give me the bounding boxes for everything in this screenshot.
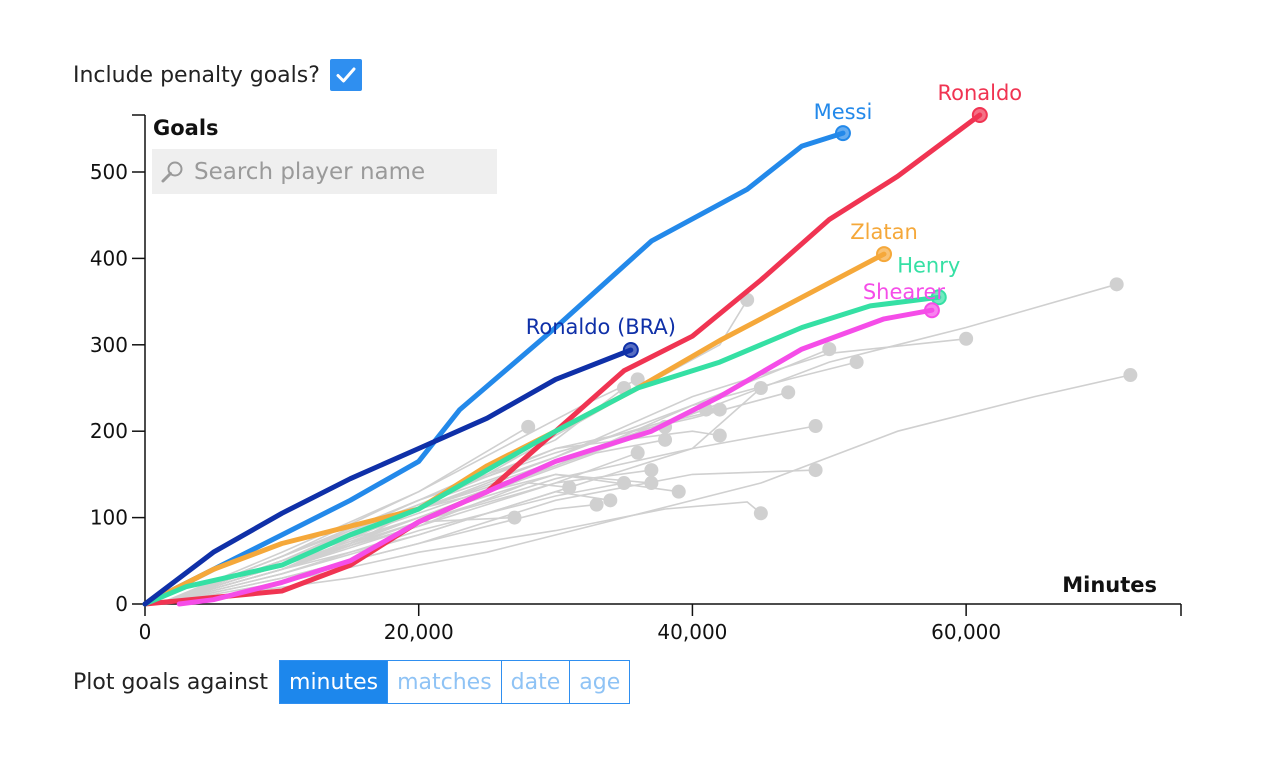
x-tick-label: 40,000 (657, 620, 727, 644)
plot-option-minutes[interactable]: minutes (280, 661, 389, 703)
x-tick-label: 0 (139, 620, 152, 644)
search-input[interactable] (192, 157, 486, 186)
background-series-endpoint (658, 432, 673, 447)
chart-axes (132, 114, 1182, 616)
series-label-henry: Henry (897, 253, 960, 277)
plot-option-date[interactable]: date (501, 661, 571, 703)
background-series-line (158, 378, 639, 605)
penalty-label: Include penalty goals? (73, 62, 320, 88)
background-series-endpoint (562, 480, 577, 495)
plot-option-matches[interactable]: matches (388, 661, 502, 703)
background-series-line (158, 391, 789, 605)
background-series-endpoint (1123, 368, 1138, 383)
background-series-line (158, 374, 1131, 605)
search-box (152, 149, 497, 194)
y-tick-label: 400 (90, 246, 128, 270)
background-series-endpoint (521, 419, 536, 434)
series-line-henry[interactable] (142, 294, 942, 607)
y-tick-label: 0 (115, 592, 128, 616)
highlighted-series-group (142, 106, 988, 607)
series-line-shearer[interactable] (176, 307, 935, 607)
background-series-endpoint (781, 385, 796, 400)
background-series-endpoint (644, 463, 659, 478)
plot-against-selector: minutes matches date age (279, 660, 631, 704)
search-icon (161, 161, 183, 182)
plot-against-row: Plot goals against minutes matches date … (73, 660, 631, 704)
background-series-endpoint (630, 372, 645, 387)
background-series-line (158, 426, 529, 605)
series-endpoint-ronaldo[interactable] (971, 106, 988, 123)
background-series-endpoint (671, 484, 686, 499)
series-label-zlatan: Zlatan (850, 220, 918, 244)
x-ticks: 0 20,000 40,000 60,000 (139, 604, 1001, 644)
penalty-checkbox[interactable] (329, 59, 362, 91)
background-series-endpoint (589, 497, 604, 512)
background-series-endpoint (603, 493, 618, 508)
penalty-toggle-row: Include penalty goals? (73, 58, 362, 92)
series-endpoint-shearer[interactable] (923, 302, 940, 319)
background-series-endpoint (753, 381, 768, 395)
series-label-shearer: Shearer (863, 280, 946, 304)
y-tick-label: 300 (90, 333, 128, 357)
background-series-endpoint (1109, 277, 1124, 292)
background-series-endpoint (849, 355, 864, 370)
x-tick-label: 60,000 (931, 620, 1001, 644)
series-label-ronaldo: Ronaldo (937, 81, 1022, 105)
background-series-endpoint (959, 331, 974, 346)
background-series-line (158, 503, 597, 605)
background-series-endpoint (808, 463, 823, 478)
background-series-line (158, 482, 625, 605)
plot-against-label: Plot goals against (73, 669, 269, 695)
series-endpoint-ronaldo-bra[interactable] (622, 341, 639, 358)
series-endpoint-zlatan[interactable] (876, 246, 893, 263)
background-series-endpoint (507, 510, 522, 525)
background-series-endpoint (822, 342, 837, 357)
series-line-messi[interactable] (142, 130, 846, 607)
background-series-endpoint (808, 419, 823, 434)
series-endpoint-henry[interactable] (930, 289, 947, 306)
background-series-endpoint (753, 506, 768, 521)
x-axis-title: Minutes (1062, 573, 1157, 597)
y-tick-label: 500 (90, 160, 128, 184)
series-line-ronaldo-bra[interactable] (142, 347, 634, 607)
background-series-line (158, 482, 570, 605)
background-series-endpoint (712, 402, 727, 417)
y-tick-label: 200 (90, 419, 128, 443)
y-axis-title: Goals (153, 116, 219, 140)
background-series-endpoint (616, 476, 631, 491)
series-line-zlatan[interactable] (142, 251, 887, 607)
series-labels-group: Messi Ronaldo Zlatan Henry Shearer Ronaldo (B… (526, 81, 1022, 339)
background-series-endpoint (644, 476, 659, 491)
background-series-endpoint (712, 428, 727, 443)
x-tick-label: 20,000 (384, 620, 454, 644)
series-endpoint-messi[interactable] (834, 125, 851, 142)
series-label-messi: Messi (814, 100, 873, 124)
plot-option-age[interactable]: age (570, 661, 630, 703)
y-tick-label: 100 (90, 506, 128, 530)
series-label-ronaldo-bra: Ronaldo (BRA) (526, 315, 676, 339)
background-series-endpoint (630, 445, 645, 460)
series-line-ronaldo[interactable] (142, 112, 983, 607)
checkmark-icon (336, 67, 356, 83)
y-ticks: 0 100 200 300 400 500 (90, 160, 145, 616)
background-series-line (158, 425, 816, 605)
